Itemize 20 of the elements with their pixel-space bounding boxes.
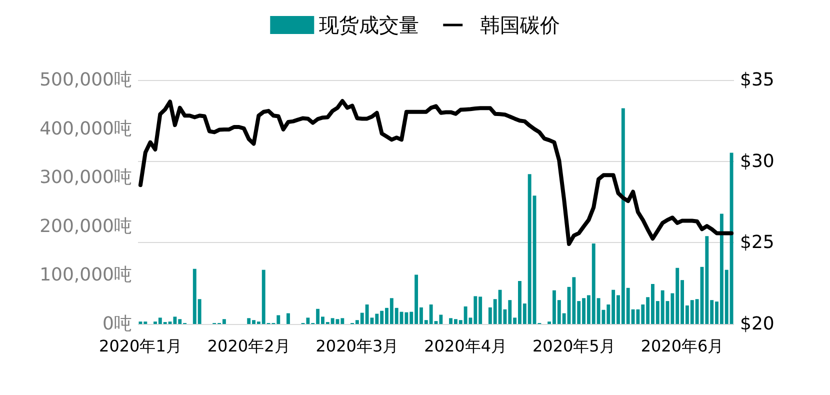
y-tick-label: 100,000吨 <box>40 264 132 286</box>
x-tick-label: 2020年3月 <box>316 336 399 356</box>
y-tick-label: 500,000吨 <box>40 70 132 90</box>
y-tick-label: 0吨 <box>102 314 132 334</box>
x-tick-label: 2020年4月 <box>424 336 508 356</box>
x-tick-label: 2020年6月 <box>640 336 724 356</box>
y2-tick-label: $35 <box>740 70 774 90</box>
y-tick-label: 300,000吨 <box>40 167 132 188</box>
x-tick-label: 2020年5月 <box>532 336 616 356</box>
y2-tick-label: $25 <box>740 232 774 254</box>
x-tick-label: 2020年1月 <box>99 336 182 356</box>
y-tick-label: 400,000吨 <box>40 118 132 140</box>
legend-label: 现货成交量 <box>319 13 420 37</box>
y-tick-label: 200,000吨 <box>40 216 132 237</box>
line-series <box>138 98 734 246</box>
bar <box>286 313 290 324</box>
legend-label: 韩国碳价 <box>480 13 560 37</box>
x-tick-label: 2020年2月 <box>207 336 290 356</box>
y2-tick-label: $30 <box>740 150 774 172</box>
y2-tick-label: $20 <box>740 314 774 334</box>
